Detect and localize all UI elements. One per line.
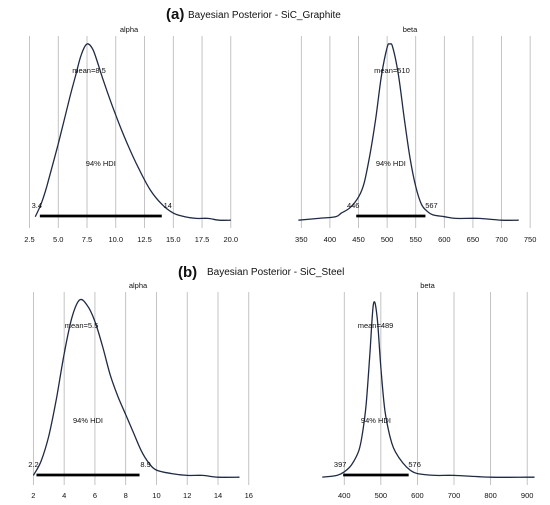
x-tick-label: 650 [467,235,480,244]
hdi-text: 94% HDI [73,416,103,425]
x-tick-label: 800 [484,491,497,500]
x-tick-label: 2.5 [24,235,34,244]
plot-b-beta: 400 500 600 700 800 900 beta 397 576 94% HDI mean=… [322,281,535,500]
panel-b-label: (b) [178,264,197,281]
panel-a-title: Bayesian Posterior - SiC_Graphite [188,10,341,21]
plot-b-alpha: 2 4 6 8 10 12 14 16 alpha 2.2 8.9 94% HDI mean=5.5 [28,281,253,500]
x-tick-label: 700 [495,235,508,244]
x-tick-label: 500 [381,235,394,244]
hdi-text: 94% HDI [86,159,116,168]
density-curve [32,298,240,478]
x-tick-label: 700 [448,491,461,500]
hdi-text: 94% HDI [376,159,406,168]
x-tick-label: 8 [124,491,128,500]
x-tick-label: 350 [295,235,308,244]
hdi-lower-label: 446 [347,201,360,210]
x-tick-label: 10 [152,491,160,500]
hdi-upper-label: 576 [408,460,421,469]
hdi-text: 94% HDI [361,416,391,425]
x-tick-label: 450 [352,235,365,244]
x-tick-label: 600 [411,491,424,500]
density-curve [322,301,535,478]
subplot-title: beta [403,25,418,34]
x-tick-label: 16 [245,491,253,500]
x-tick-label: 7.5 [82,235,92,244]
x-tick-label: 17.5 [195,235,210,244]
x-tick-label: 600 [438,235,451,244]
x-tick-label: 15.0 [166,235,181,244]
mean-label: mean=510 [374,66,410,75]
density-curve [298,43,519,221]
subplot-title: alpha [129,281,148,290]
plot-a-alpha: 2.5 5.0 7.5 10.0 12.5 15.0 17.5 20.0 alpha 3.4 14 9… [24,25,238,244]
density-curve [34,43,231,221]
x-tick-label: 400 [338,491,351,500]
hdi-upper-label: 8.9 [140,460,150,469]
hdi-lower-label: 2.2 [28,460,38,469]
mean-label: mean=8.5 [72,66,106,75]
subplot-title: alpha [120,25,139,34]
x-tick-label: 400 [324,235,337,244]
mean-label: mean=5.5 [65,321,99,330]
x-tick-label: 6 [93,491,97,500]
subplot-title: beta [420,281,435,290]
x-tick-label: 5.0 [53,235,63,244]
mean-label: mean=489 [358,321,394,330]
hdi-lower-label: 397 [334,460,347,469]
x-tick-label: 4 [62,491,66,500]
hdi-lower-label: 3.4 [32,201,42,210]
x-tick-label: 12.5 [137,235,152,244]
hdi-upper-label: 567 [425,201,438,210]
x-tick-label: 900 [521,491,534,500]
x-tick-label: 14 [214,491,222,500]
x-tick-label: 2 [31,491,35,500]
panel-a-label: (a) [166,6,184,23]
hdi-upper-label: 14 [164,201,172,210]
x-tick-label: 12 [183,491,191,500]
x-tick-label: 550 [409,235,422,244]
x-tick-label: 750 [524,235,537,244]
x-tick-label: 10.0 [108,235,123,244]
plot-a-beta: 350 400 450 500 550 600 650 700 750 beta 446 567 94%… [295,25,536,244]
panel-b-title: Bayesian Posterior - SiC_Steel [207,267,344,278]
x-tick-label: 20.0 [223,235,238,244]
x-tick-label: 500 [375,491,388,500]
